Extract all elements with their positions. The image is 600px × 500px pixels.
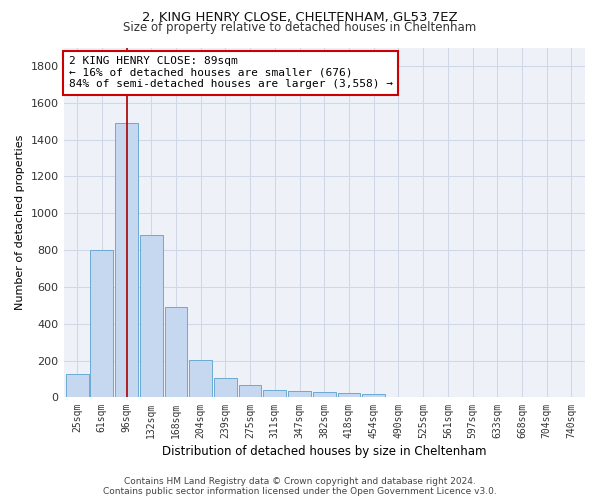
- Bar: [263, 390, 286, 398]
- Text: Size of property relative to detached houses in Cheltenham: Size of property relative to detached ho…: [124, 22, 476, 35]
- Bar: [239, 386, 262, 398]
- X-axis label: Distribution of detached houses by size in Cheltenham: Distribution of detached houses by size …: [162, 444, 487, 458]
- Bar: [288, 391, 311, 398]
- Text: Contains HM Land Registry data © Crown copyright and database right 2024.
Contai: Contains HM Land Registry data © Crown c…: [103, 476, 497, 496]
- Text: 2, KING HENRY CLOSE, CHELTENHAM, GL53 7EZ: 2, KING HENRY CLOSE, CHELTENHAM, GL53 7E…: [142, 11, 458, 24]
- Bar: [338, 393, 361, 398]
- Bar: [362, 394, 385, 398]
- Bar: [140, 236, 163, 398]
- Text: 2 KING HENRY CLOSE: 89sqm
← 16% of detached houses are smaller (676)
84% of semi: 2 KING HENRY CLOSE: 89sqm ← 16% of detac…: [69, 56, 393, 90]
- Bar: [164, 307, 187, 398]
- Bar: [91, 250, 113, 398]
- Bar: [190, 360, 212, 398]
- Bar: [313, 392, 335, 398]
- Bar: [66, 374, 89, 398]
- Y-axis label: Number of detached properties: Number of detached properties: [15, 135, 25, 310]
- Bar: [214, 378, 237, 398]
- Bar: [115, 123, 138, 398]
